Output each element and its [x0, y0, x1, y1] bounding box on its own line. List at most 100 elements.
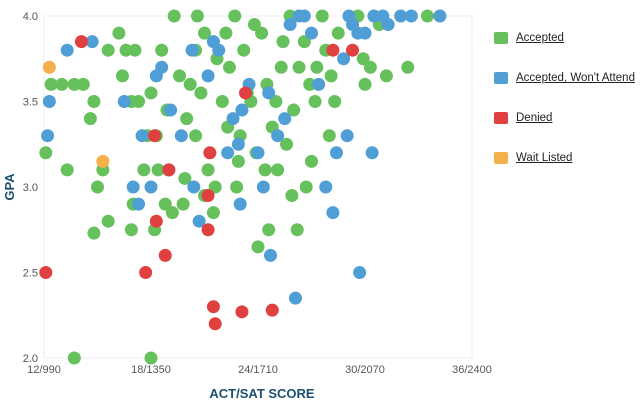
data-point-accepted-won-t-attend[interactable]: [367, 9, 381, 23]
data-point-accepted[interactable]: [247, 18, 261, 32]
legend-item-accepted[interactable]: Accepted: [494, 28, 640, 48]
data-point-accepted[interactable]: [274, 60, 288, 74]
data-point-denied[interactable]: [201, 189, 215, 203]
data-point-accepted-won-t-attend[interactable]: [117, 95, 131, 108]
data-point-accepted-won-t-attend[interactable]: [174, 129, 188, 143]
data-point-accepted-won-t-attend[interactable]: [60, 43, 74, 57]
data-point-accepted[interactable]: [231, 154, 245, 168]
data-point-accepted[interactable]: [39, 146, 53, 160]
data-point-accepted-won-t-attend[interactable]: [381, 18, 395, 32]
data-point-accepted[interactable]: [271, 163, 285, 177]
data-point-accepted[interactable]: [297, 35, 311, 49]
data-point-accepted[interactable]: [155, 43, 169, 57]
data-point-accepted[interactable]: [285, 189, 299, 203]
data-point-accepted[interactable]: [158, 197, 172, 211]
data-point-denied[interactable]: [158, 248, 172, 262]
data-point-accepted[interactable]: [201, 163, 215, 177]
data-point-wait-listed[interactable]: [96, 154, 110, 168]
data-point-accepted[interactable]: [180, 112, 194, 126]
data-point-accepted-won-t-attend[interactable]: [221, 146, 235, 160]
data-point-accepted[interactable]: [255, 26, 269, 40]
data-point-accepted-won-t-attend[interactable]: [155, 60, 169, 74]
data-point-denied[interactable]: [208, 317, 222, 331]
data-point-accepted[interactable]: [190, 9, 204, 23]
data-point-accepted[interactable]: [310, 60, 324, 74]
data-point-accepted[interactable]: [183, 77, 197, 91]
data-point-accepted[interactable]: [151, 163, 165, 177]
data-point-accepted[interactable]: [206, 206, 220, 220]
data-point-accepted[interactable]: [87, 226, 101, 240]
data-point-accepted[interactable]: [115, 69, 129, 83]
data-point-accepted[interactable]: [420, 9, 434, 23]
data-point-accepted-won-t-attend[interactable]: [256, 180, 270, 194]
data-point-accepted[interactable]: [176, 197, 190, 211]
data-point-accepted[interactable]: [280, 137, 294, 151]
data-point-accepted[interactable]: [198, 26, 211, 40]
data-point-accepted[interactable]: [67, 351, 81, 365]
legend-item-wait-listed[interactable]: Wait Listed: [494, 148, 640, 168]
data-point-accepted[interactable]: [167, 9, 181, 23]
data-point-accepted-won-t-attend[interactable]: [283, 18, 297, 32]
legend-item-denied[interactable]: Denied: [494, 108, 640, 128]
data-point-accepted-won-t-attend[interactable]: [404, 9, 418, 23]
data-point-accepted-won-t-attend[interactable]: [164, 103, 178, 117]
data-point-accepted[interactable]: [91, 180, 104, 194]
data-point-accepted[interactable]: [258, 163, 272, 177]
data-point-accepted[interactable]: [322, 129, 336, 143]
data-point-accepted[interactable]: [269, 95, 283, 108]
data-point-accepted-won-t-attend[interactable]: [358, 26, 372, 40]
data-point-accepted[interactable]: [76, 77, 90, 91]
data-point-accepted[interactable]: [230, 180, 244, 194]
data-point-accepted[interactable]: [144, 351, 158, 365]
data-point-accepted-won-t-attend[interactable]: [226, 112, 240, 126]
data-point-accepted-won-t-attend[interactable]: [41, 129, 55, 143]
data-point-accepted-won-t-attend[interactable]: [326, 206, 340, 220]
data-point-accepted-won-t-attend[interactable]: [271, 129, 285, 143]
data-point-accepted[interactable]: [101, 214, 115, 228]
data-point-accepted[interactable]: [101, 43, 115, 57]
data-point-accepted[interactable]: [208, 180, 222, 194]
data-point-accepted[interactable]: [165, 206, 179, 220]
data-point-accepted[interactable]: [228, 9, 242, 23]
data-point-accepted-won-t-attend[interactable]: [42, 95, 56, 108]
data-point-accepted-won-t-attend[interactable]: [319, 180, 333, 194]
data-point-accepted-won-t-attend[interactable]: [394, 9, 408, 23]
data-point-accepted[interactable]: [219, 26, 233, 40]
data-point-denied[interactable]: [203, 146, 217, 160]
data-point-accepted[interactable]: [137, 163, 151, 177]
data-point-denied[interactable]: [346, 43, 360, 57]
data-point-denied[interactable]: [39, 266, 53, 279]
data-point-accepted[interactable]: [119, 43, 133, 57]
data-point-accepted[interactable]: [132, 95, 146, 108]
data-point-accepted[interactable]: [299, 180, 313, 194]
data-point-accepted[interactable]: [303, 77, 317, 91]
data-point-denied[interactable]: [148, 129, 162, 143]
data-point-accepted-won-t-attend[interactable]: [433, 9, 447, 23]
data-point-accepted-won-t-attend[interactable]: [206, 35, 220, 49]
data-point-accepted-won-t-attend[interactable]: [353, 266, 367, 279]
data-point-accepted-won-t-attend[interactable]: [85, 35, 99, 49]
data-point-wait-listed[interactable]: [42, 60, 56, 74]
data-point-denied[interactable]: [162, 163, 176, 177]
data-point-accepted[interactable]: [237, 43, 251, 57]
data-point-accepted[interactable]: [55, 77, 69, 91]
data-point-accepted-won-t-attend[interactable]: [340, 129, 354, 143]
data-point-accepted[interactable]: [305, 154, 318, 168]
data-point-accepted[interactable]: [124, 223, 138, 237]
data-point-accepted-won-t-attend[interactable]: [185, 43, 199, 57]
data-point-denied[interactable]: [326, 43, 340, 57]
data-point-accepted[interactable]: [251, 240, 265, 254]
data-point-denied[interactable]: [201, 223, 215, 237]
data-point-accepted[interactable]: [328, 95, 342, 108]
data-point-accepted[interactable]: [144, 86, 158, 100]
data-point-accepted-won-t-attend[interactable]: [278, 112, 292, 126]
data-point-accepted[interactable]: [331, 26, 345, 40]
data-point-accepted[interactable]: [83, 112, 97, 126]
data-point-denied[interactable]: [149, 214, 163, 228]
data-point-accepted-won-t-attend[interactable]: [305, 26, 318, 40]
data-point-accepted[interactable]: [222, 60, 236, 74]
data-point-accepted-won-t-attend[interactable]: [187, 180, 201, 194]
data-point-accepted[interactable]: [315, 9, 329, 23]
data-point-accepted-won-t-attend[interactable]: [288, 291, 302, 305]
data-point-accepted[interactable]: [194, 86, 208, 100]
